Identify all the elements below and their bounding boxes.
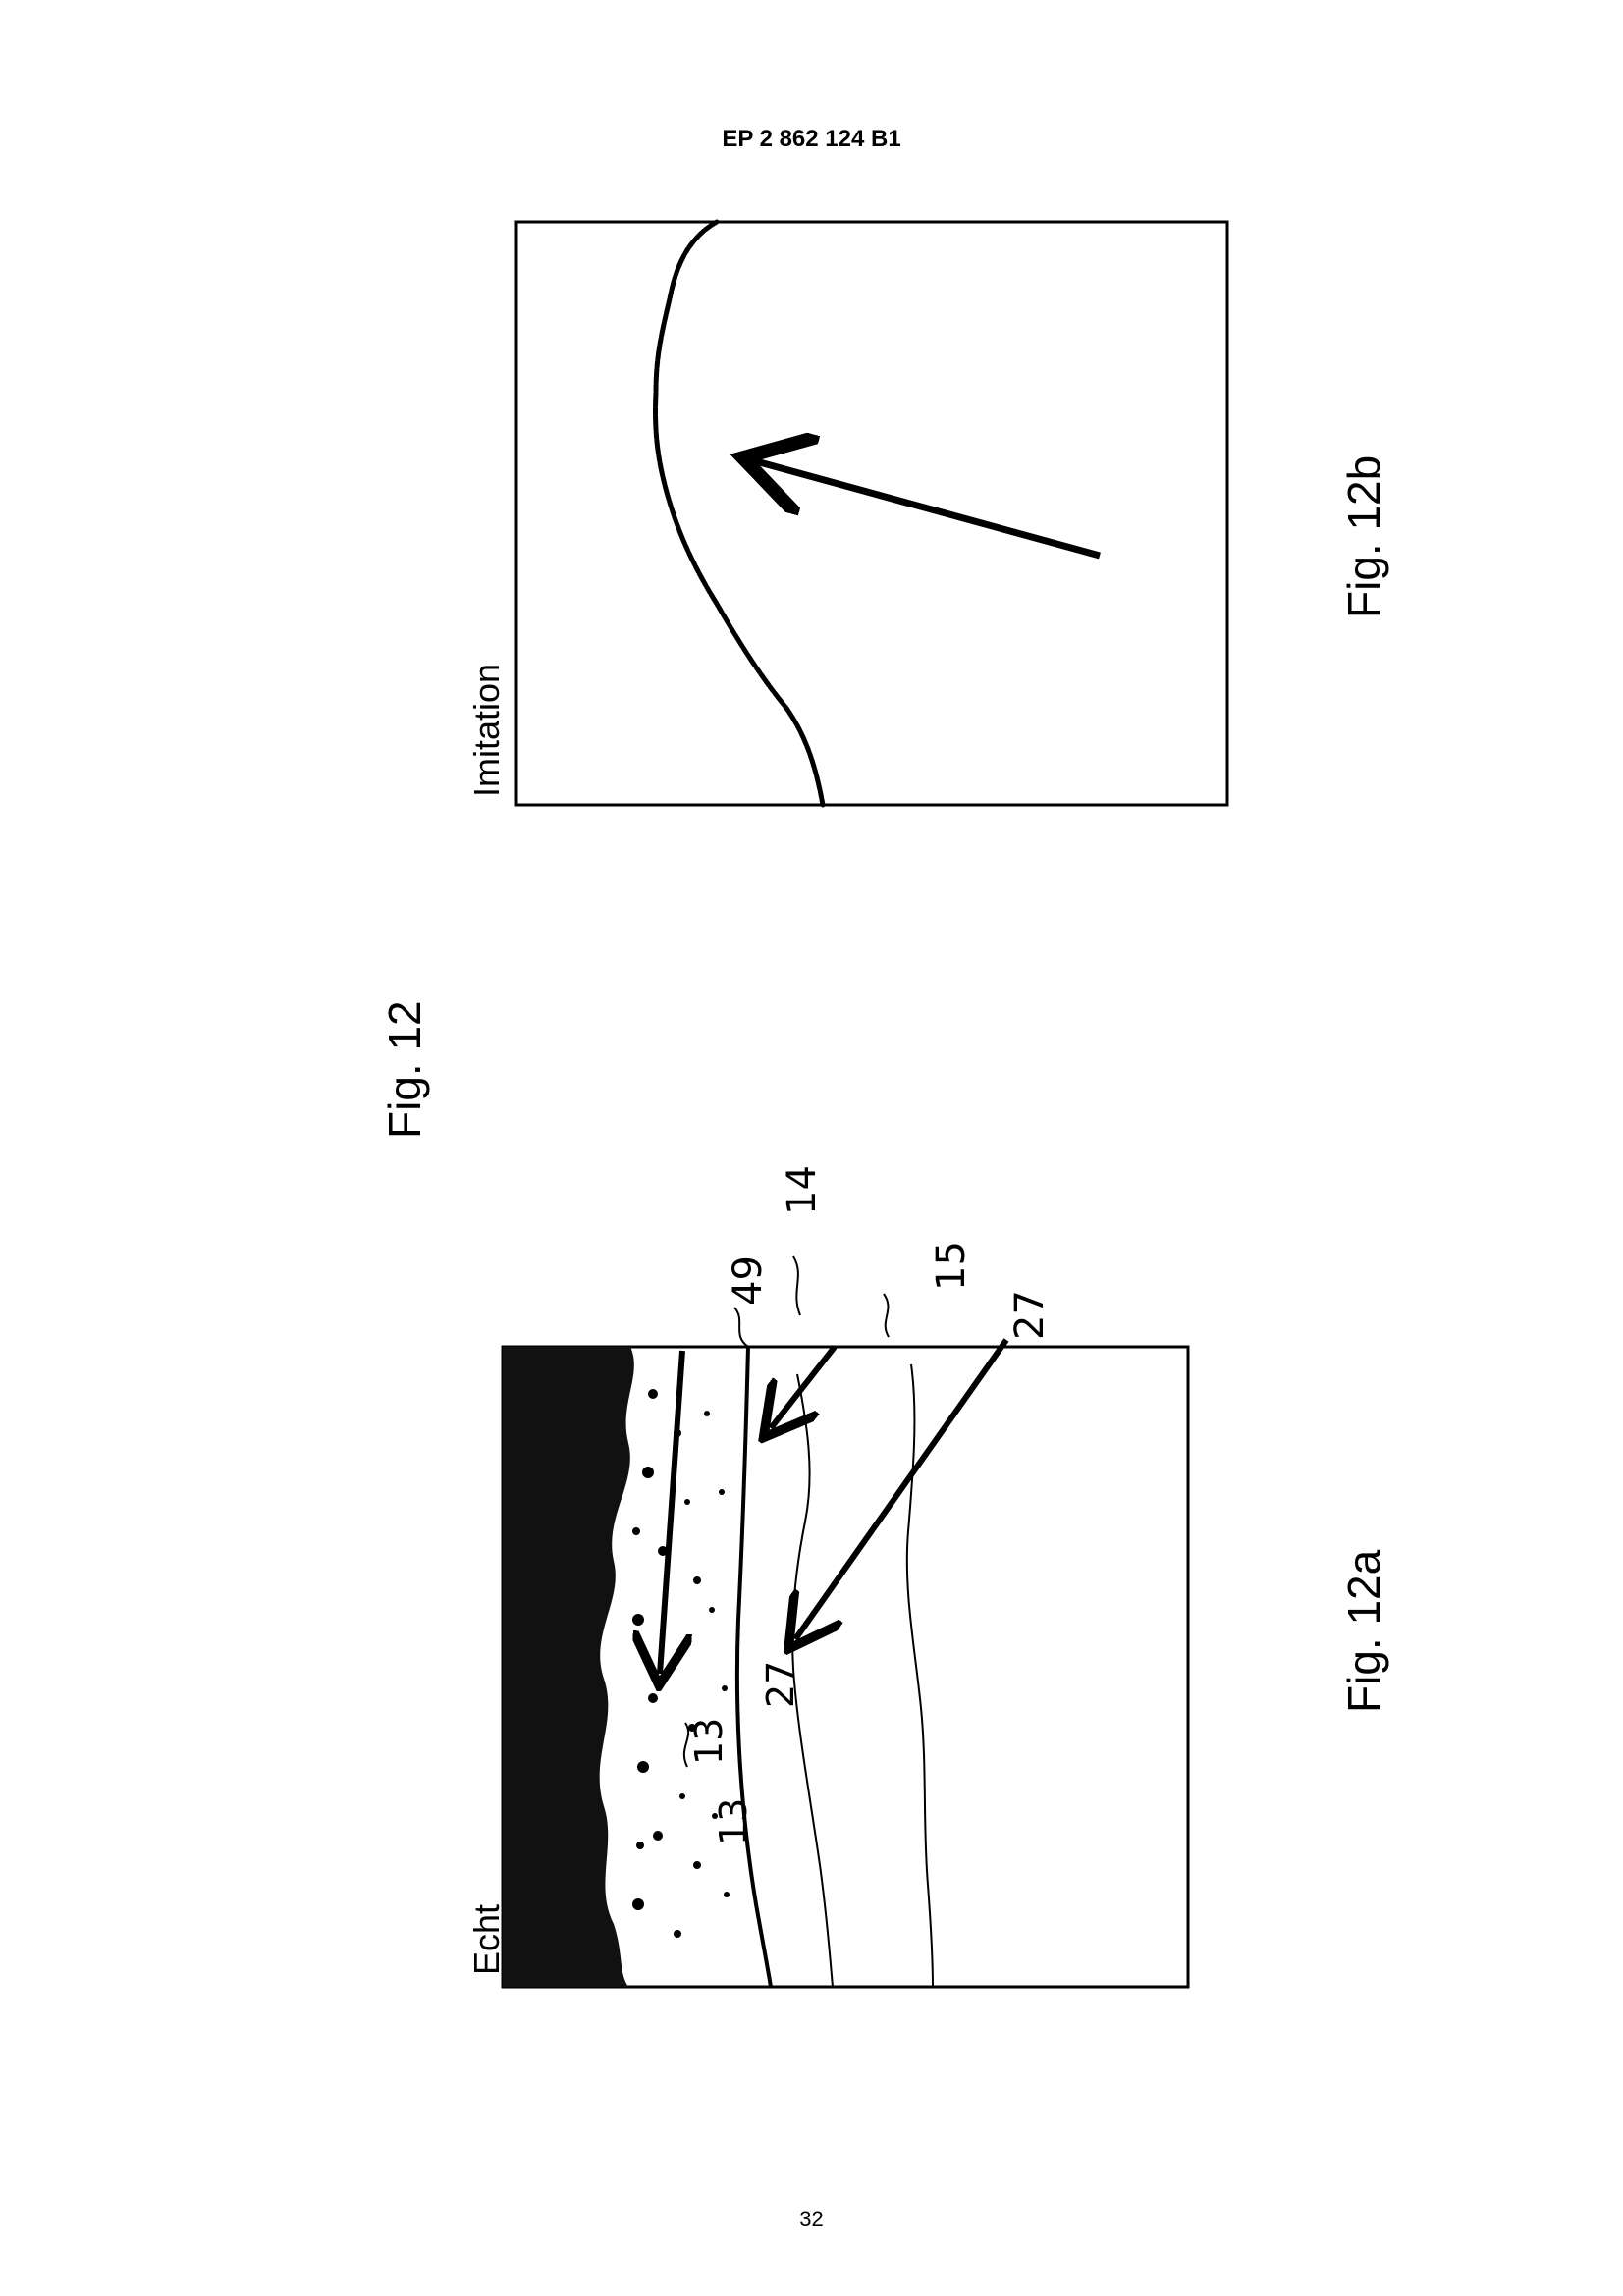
ref-14: 14 <box>780 1165 825 1215</box>
leader-49 <box>733 1307 749 1348</box>
imitation-arrow <box>756 461 1101 560</box>
speckle-dots <box>632 1389 730 1938</box>
layer-line-49 <box>734 1346 773 1988</box>
ref-13-a: 13 <box>687 1718 730 1765</box>
panel-12b-frame <box>514 220 1229 807</box>
ref-27-inner: 27 <box>759 1661 802 1708</box>
label-echt: Echt <box>466 1904 507 1975</box>
arrow-speckle <box>660 1350 682 1674</box>
caption-fig-12b: Fig. 12b <box>1338 455 1389 618</box>
panel-12b <box>514 219 1229 808</box>
dark-layer <box>503 1347 634 1987</box>
leader-15 <box>883 1293 890 1338</box>
caption-fig-12: Fig. 12 <box>379 1000 430 1139</box>
ref-15: 15 <box>929 1241 974 1291</box>
ref-27-top: 27 <box>1007 1290 1053 1340</box>
arrow-layer-14 <box>771 1345 838 1428</box>
panel-12a <box>501 1255 1190 1989</box>
page-number: 32 <box>799 2207 824 2231</box>
imitation-boundary-curve <box>653 219 826 808</box>
leader-14 <box>792 1255 801 1316</box>
arrow-27 <box>795 1338 1009 1639</box>
leader-13 <box>682 1722 690 1768</box>
ref-13-b: 13 <box>712 1798 755 1845</box>
publication-number: EP 2 862 124 B1 <box>722 126 901 152</box>
layer-line-14 <box>791 1373 834 1988</box>
ref-49: 49 <box>726 1255 771 1306</box>
caption-fig-12a: Fig. 12a <box>1338 1549 1389 1713</box>
label-imitation: Imitation <box>466 664 507 797</box>
